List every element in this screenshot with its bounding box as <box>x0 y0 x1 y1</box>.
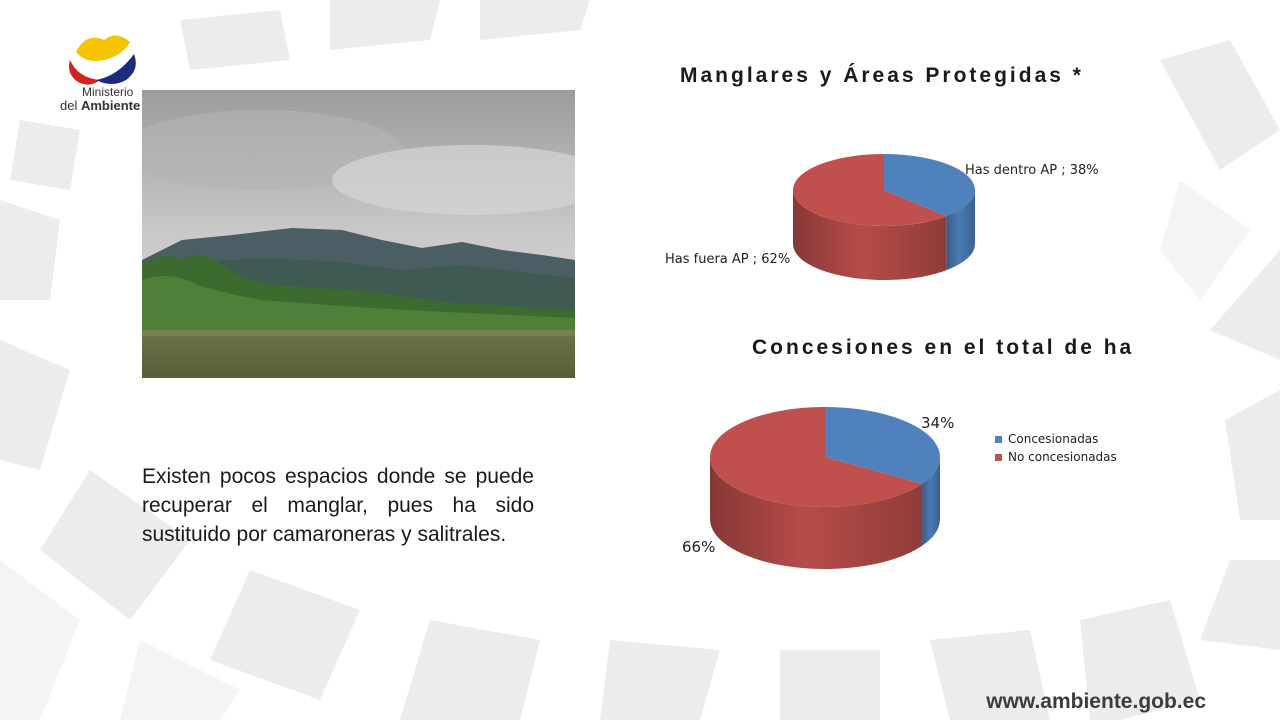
logo-blue-petal <box>96 54 136 84</box>
pie-slice-1 <box>884 154 975 217</box>
pie-side-1-1 <box>946 190 975 271</box>
legend-swatch-2 <box>995 454 1002 461</box>
chart-mangroves-protected-areas: Manglares y Áreas Protegidas * Has dentr… <box>643 50 1156 300</box>
logo-text: Ministerio del Ambiente <box>60 85 140 113</box>
legend-label-2: No concesionadas <box>1008 450 1117 464</box>
chart-concessions-total-ha: Concesiones en el total de ha 34% 66% Conc… <box>664 332 1192 596</box>
logo-line2: del Ambiente <box>60 99 140 112</box>
ministry-logo <box>69 35 136 85</box>
mangrove-photo <box>142 90 575 378</box>
chart1-label-slice-2: Has fuera AP ; 62% <box>665 252 790 267</box>
pie-slice-1 <box>825 407 940 484</box>
chart1-title: Manglares y Áreas Protegidas * <box>680 64 1084 87</box>
pie-side-1-1 <box>922 457 940 546</box>
logo-line2-prefix: del <box>60 98 81 113</box>
pie-slice-2 <box>793 154 947 226</box>
logo-red-petal <box>69 60 100 85</box>
website-url: www.ambiente.gob.ec <box>986 690 1206 713</box>
legend-label-1: Concesionadas <box>1008 432 1098 446</box>
chart2-label-slice-2: 66% <box>682 538 715 556</box>
logo-line2-bold: Ambiente <box>80 98 141 113</box>
chart1-label-slice-1: Has dentro AP ; 38% <box>965 163 1099 178</box>
pie-side-2-1 <box>710 457 923 569</box>
logo-line1: Ministerio <box>82 85 134 99</box>
pie-side-2-1 <box>793 190 947 280</box>
chart2-plot: 34% 66% Concesionadas No concesionadas <box>682 407 1117 569</box>
chart1-plot: Has dentro AP ; 38% Has fuera AP ; 62% <box>665 154 1099 280</box>
chart2-label-slice-1: 34% <box>921 414 954 432</box>
chart2-title: Concesiones en el total de ha <box>752 336 1135 359</box>
legend-swatch-1 <box>995 436 1002 443</box>
pie-slice-2 <box>709 407 923 507</box>
description-text: Existen pocos espacios donde se puede re… <box>142 465 534 546</box>
logo-yellow-petal <box>76 35 130 61</box>
